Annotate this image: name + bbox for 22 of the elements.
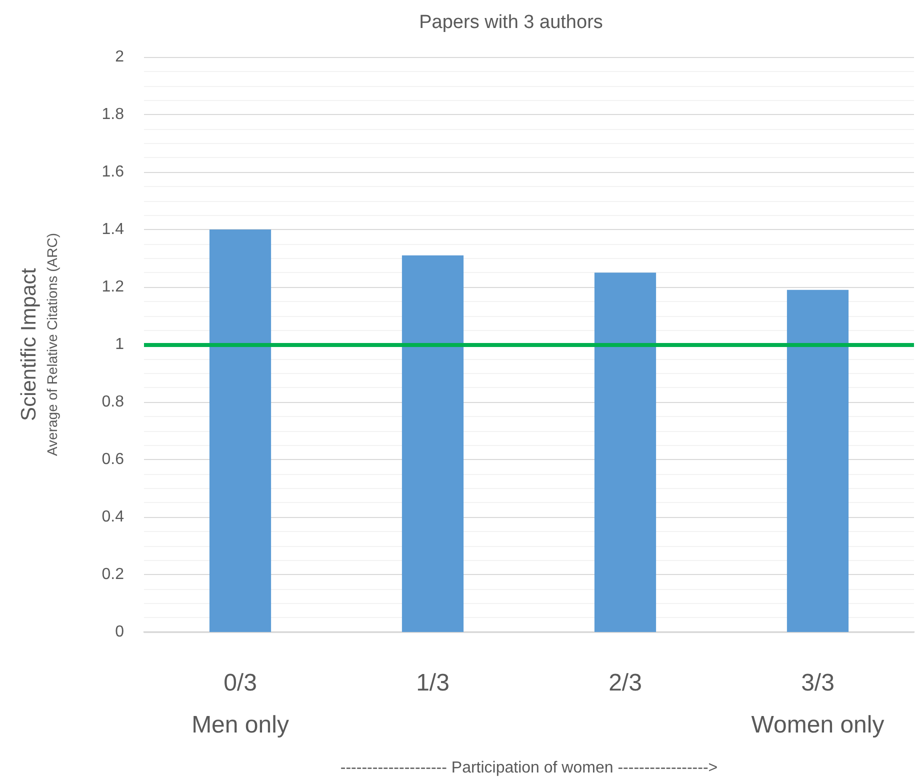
y-tick-label: 1.2 <box>102 278 124 296</box>
y-tick-label: 1.8 <box>102 106 124 123</box>
chart-title: Papers with 3 authors <box>419 12 603 33</box>
bar <box>209 230 272 632</box>
bar <box>786 290 849 632</box>
y-tick-label: 1 <box>115 336 124 353</box>
y-tick-label: 1.6 <box>102 164 124 180</box>
x-axis-title: -------------------- Participation of women -----------------> <box>340 760 718 776</box>
y-tick-label: 2 <box>115 48 124 66</box>
x-tick-label: 0/3 Men only <box>192 670 289 738</box>
y-tick-label: 0.8 <box>102 394 124 410</box>
y-axis-title: Scientific Impact Average of Relative Citations (ARC) <box>18 232 60 456</box>
bar <box>594 272 656 632</box>
y-tick-label: 0.2 <box>102 566 124 583</box>
y-tick-label: 1.4 <box>102 221 124 238</box>
x-tick-label: 1/3 <box>416 670 450 696</box>
y-tick-label: 0.4 <box>102 508 124 526</box>
bar <box>402 255 464 632</box>
x-tick-label: 3/3 Women only <box>751 670 884 738</box>
y-tick-label: 0 <box>115 624 124 640</box>
x-tick-label: 2/3 <box>608 670 642 696</box>
y-tick-label: 0.6 <box>102 451 124 468</box>
